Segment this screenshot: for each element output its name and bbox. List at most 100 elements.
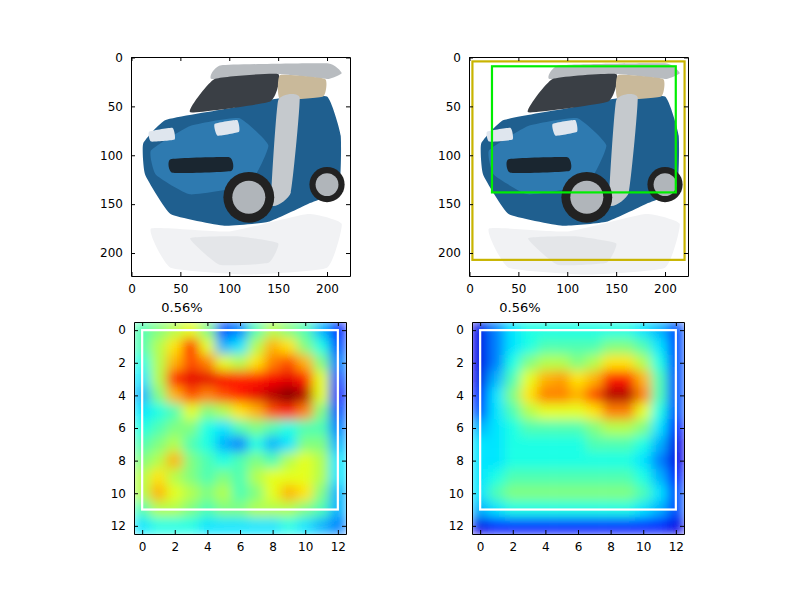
tick bbox=[643, 322, 644, 326]
heat-cell bbox=[199, 371, 216, 388]
axis: 024681012 bbox=[135, 530, 347, 554]
tick bbox=[567, 57, 568, 61]
tick: 150 bbox=[438, 197, 473, 211]
heat-cell bbox=[215, 403, 232, 420]
tick bbox=[684, 106, 688, 107]
tick bbox=[518, 57, 519, 61]
heat-cell bbox=[602, 517, 619, 534]
tick-mark bbox=[131, 204, 135, 205]
heat-cell bbox=[313, 420, 330, 437]
heat-cell bbox=[618, 338, 635, 355]
heat-cell bbox=[297, 338, 314, 355]
heat-cell bbox=[602, 436, 619, 453]
tick-mark bbox=[342, 461, 346, 462]
axis: 050100150200 bbox=[128, 272, 350, 296]
axis-line bbox=[469, 58, 470, 277]
tick-label: 0 bbox=[128, 282, 136, 296]
heat-cell bbox=[199, 485, 216, 502]
car-body bbox=[481, 96, 679, 226]
plot-area bbox=[131, 57, 350, 276]
heat-cell bbox=[248, 452, 265, 469]
heat-cell bbox=[150, 420, 167, 437]
reflection bbox=[190, 236, 278, 265]
tick-mark bbox=[567, 272, 568, 276]
heat-cell bbox=[280, 468, 297, 485]
heat-cell bbox=[264, 354, 281, 371]
axis-line bbox=[470, 276, 689, 277]
tick bbox=[346, 106, 350, 107]
tick-mark bbox=[175, 530, 176, 534]
heat-cell bbox=[586, 468, 603, 485]
heat-cell bbox=[264, 452, 281, 469]
heat-cell bbox=[602, 420, 619, 437]
tick-mark bbox=[278, 272, 279, 276]
heat-cell bbox=[586, 403, 603, 420]
heat-cell bbox=[635, 517, 652, 534]
heat-cell bbox=[280, 354, 297, 371]
heat-cell bbox=[297, 371, 314, 388]
heat-cell bbox=[586, 517, 603, 534]
heat-cell bbox=[553, 338, 570, 355]
axis-line bbox=[688, 58, 689, 277]
tick-mark bbox=[680, 461, 684, 462]
title: 0.56% bbox=[161, 300, 202, 315]
plot-area bbox=[134, 322, 346, 534]
tick-mark bbox=[134, 461, 138, 462]
tick-mark bbox=[342, 526, 346, 527]
heat-cell bbox=[297, 485, 314, 502]
heat-cell bbox=[586, 436, 603, 453]
tick-mark bbox=[131, 253, 135, 254]
heat-cell bbox=[248, 403, 265, 420]
heat-cell bbox=[297, 354, 314, 371]
tick: 4 bbox=[204, 530, 212, 554]
tick bbox=[578, 322, 579, 326]
tick bbox=[229, 57, 230, 61]
heat-cell bbox=[166, 371, 183, 388]
tick-mark bbox=[567, 57, 568, 61]
heat-cell bbox=[199, 468, 216, 485]
heat-cell bbox=[232, 371, 249, 388]
tick-mark bbox=[680, 493, 684, 494]
heat-cell bbox=[199, 338, 216, 355]
heat-cell bbox=[199, 420, 216, 437]
tick-mark bbox=[469, 253, 473, 254]
tick: 12 bbox=[449, 519, 476, 533]
tick: 0 bbox=[456, 323, 476, 337]
tick-mark bbox=[643, 530, 644, 534]
heat-cell bbox=[537, 517, 554, 534]
heat-cell bbox=[635, 338, 652, 355]
tick-mark bbox=[131, 155, 135, 156]
tick bbox=[342, 395, 346, 396]
tick bbox=[676, 322, 677, 326]
tick-mark bbox=[134, 330, 138, 331]
heat-cell bbox=[215, 436, 232, 453]
tick-label: 4 bbox=[542, 540, 550, 554]
tick-mark bbox=[305, 530, 306, 534]
heat-cell bbox=[635, 485, 652, 502]
heat-cell bbox=[313, 371, 330, 388]
tick-label: 4 bbox=[456, 389, 464, 403]
heat-cell bbox=[537, 468, 554, 485]
tick-label: 4 bbox=[204, 540, 212, 554]
heat-cell bbox=[602, 387, 619, 404]
tick bbox=[327, 57, 328, 61]
plot-area bbox=[469, 57, 688, 276]
tick bbox=[338, 322, 339, 326]
heat-cell bbox=[166, 420, 183, 437]
heat-cell bbox=[215, 420, 232, 437]
tick-mark bbox=[134, 395, 138, 396]
rim bbox=[570, 181, 603, 214]
tick-mark bbox=[643, 322, 644, 326]
tick-mark bbox=[180, 272, 181, 276]
heat-cell bbox=[183, 517, 200, 534]
tick bbox=[680, 330, 684, 331]
tick: 10 bbox=[449, 487, 476, 501]
heat-cell bbox=[488, 354, 505, 371]
tick: 2 bbox=[118, 356, 138, 370]
axis: 024681012 bbox=[449, 323, 476, 535]
axis: 050100150200 bbox=[100, 51, 135, 277]
heat-cell bbox=[602, 338, 619, 355]
tick bbox=[278, 57, 279, 61]
heat-cell bbox=[232, 468, 249, 485]
tick bbox=[142, 322, 143, 326]
